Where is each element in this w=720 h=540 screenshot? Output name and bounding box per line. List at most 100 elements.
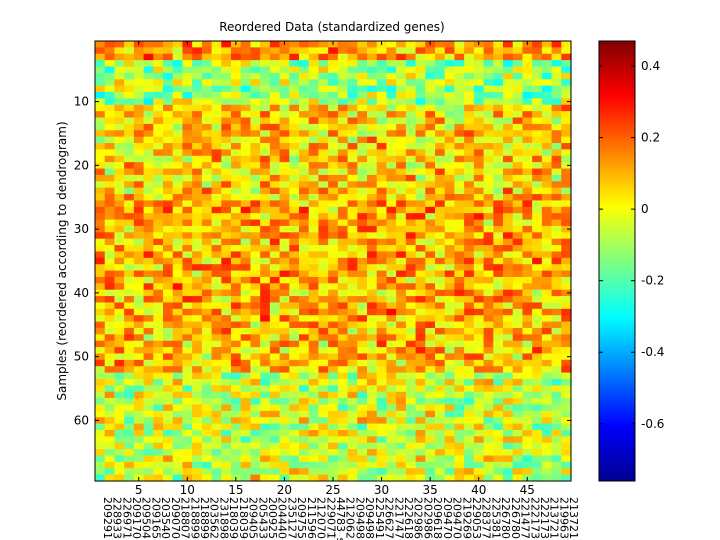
heatmap-cell	[211, 289, 222, 297]
heatmap-cell	[124, 85, 135, 93]
column-label: 218039	[237, 497, 250, 539]
heatmap-cell	[337, 378, 349, 386]
heatmap-cell	[133, 264, 145, 272]
heatmap-cell	[143, 449, 154, 457]
heatmap-cell	[211, 321, 222, 329]
heatmap-cell	[503, 47, 514, 55]
heatmap-cell	[415, 98, 426, 106]
heatmap-cell	[454, 181, 465, 189]
heatmap-cell	[483, 79, 494, 87]
heatmap-cell	[250, 429, 261, 437]
heatmap-cell	[337, 194, 349, 202]
heatmap-cell	[279, 213, 290, 221]
heatmap-cell	[493, 79, 504, 87]
heatmap-cell	[425, 257, 436, 265]
heatmap-cell	[464, 219, 475, 227]
heatmap-cell	[435, 117, 446, 125]
heatmap-cell	[522, 340, 533, 348]
heatmap-cell	[464, 276, 475, 284]
heatmap-cell	[435, 289, 446, 297]
heatmap-cell	[308, 66, 320, 74]
heatmap-cell	[503, 130, 514, 138]
heatmap-cell	[532, 41, 543, 48]
heatmap-cell	[357, 455, 368, 463]
heatmap-cell	[357, 72, 368, 80]
heatmap-cell	[503, 200, 514, 208]
heatmap-cell	[299, 85, 310, 93]
heatmap-cell	[114, 442, 125, 450]
heatmap-cell	[444, 92, 456, 99]
heatmap-cell	[269, 455, 281, 463]
heatmap-cell	[260, 92, 271, 99]
heatmap-cell	[153, 117, 164, 125]
heatmap-cell	[503, 251, 514, 259]
heatmap-cell	[221, 296, 232, 304]
heatmap-cell	[405, 276, 417, 284]
heatmap-cell	[561, 429, 572, 437]
heatmap-cell	[367, 257, 378, 265]
heatmap-cell	[493, 238, 504, 246]
heatmap-cell	[260, 143, 271, 151]
heatmap-cell	[435, 270, 446, 278]
heatmap-cell	[289, 168, 300, 176]
heatmap-cell	[279, 302, 290, 310]
heatmap-cell	[308, 168, 320, 176]
heatmap-cell	[386, 449, 397, 457]
column-label: 209291	[101, 497, 114, 539]
heatmap-cell	[425, 85, 436, 93]
heatmap-cell	[318, 353, 329, 361]
heatmap-cell	[124, 149, 135, 157]
heatmap-cell	[221, 117, 232, 125]
heatmap-cell	[512, 264, 524, 272]
heatmap-cell	[561, 398, 572, 406]
heatmap-cell	[279, 60, 290, 68]
heatmap-cell	[337, 289, 349, 297]
heatmap-cell	[182, 238, 193, 246]
heatmap-cell	[464, 455, 475, 463]
heatmap-cell	[231, 391, 242, 399]
heatmap-cell	[415, 455, 426, 463]
heatmap-cell	[250, 187, 261, 195]
heatmap-cell	[483, 162, 494, 170]
heatmap-cell	[541, 423, 553, 431]
heatmap-cell	[347, 366, 358, 374]
heatmap-cell	[289, 238, 300, 246]
heatmap-cell	[367, 455, 378, 463]
heatmap-cell	[192, 315, 203, 323]
heatmap-cell	[231, 468, 242, 476]
heatmap-cell	[561, 123, 572, 131]
heatmap-cell	[464, 436, 475, 444]
heatmap-cell	[153, 232, 164, 240]
heatmap-cell	[425, 410, 436, 418]
heatmap-cell	[182, 225, 193, 233]
heatmap-cell	[308, 359, 320, 367]
heatmap-cell	[124, 340, 135, 348]
heatmap-cell	[435, 60, 446, 68]
heatmap-cell	[289, 53, 300, 61]
heatmap-cell	[386, 130, 397, 138]
heatmap-cell	[124, 219, 135, 227]
heatmap-cell	[114, 327, 125, 335]
heatmap-cell	[308, 200, 320, 208]
heatmap-cell	[240, 474, 252, 482]
heatmap-cell	[541, 359, 553, 367]
heatmap-cell	[289, 327, 300, 335]
heatmap-cell	[240, 449, 252, 457]
heatmap-cell	[541, 321, 553, 329]
heatmap-cell	[541, 238, 553, 246]
heatmap-cell	[367, 315, 378, 323]
heatmap-cell	[163, 155, 174, 163]
heatmap-cell	[182, 461, 193, 469]
heatmap-cell	[367, 143, 378, 151]
heatmap-cell	[405, 206, 417, 214]
heatmap-cell	[201, 174, 213, 182]
heatmap-cell	[522, 302, 533, 310]
heatmap-cell	[95, 321, 106, 329]
heatmap-cell	[221, 206, 232, 214]
heatmap-cell	[269, 187, 281, 195]
heatmap-cell	[318, 315, 329, 323]
heatmap-cell	[493, 143, 504, 151]
heatmap-cell	[172, 264, 184, 272]
heatmap-cell	[357, 155, 368, 163]
heatmap-cell	[444, 436, 456, 444]
